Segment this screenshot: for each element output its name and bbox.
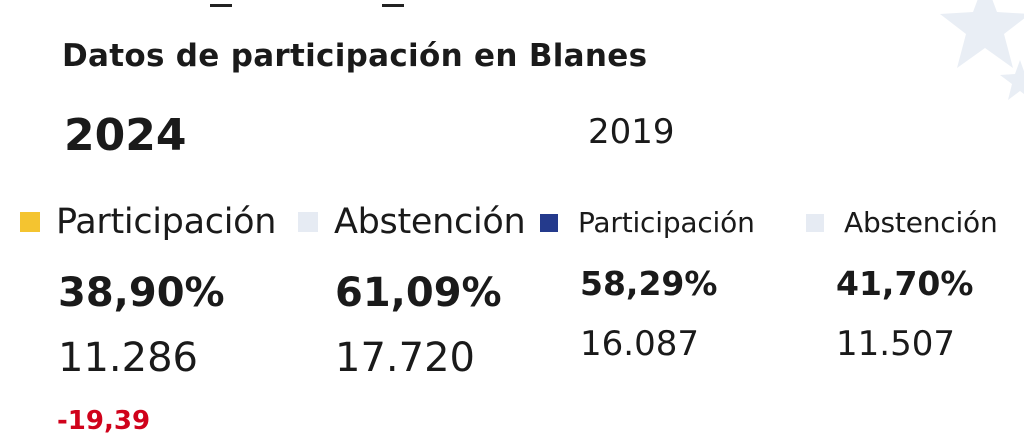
participation-swatch-2024 [20,212,40,232]
participation-percent-2019: 58,29% [580,264,718,303]
participation-swatch-2019 [540,213,558,232]
star-icon [1000,60,1024,100]
abstention-percent-2019: 41,70% [836,264,974,303]
year-current: 2024 [64,110,187,161]
participation-change: -19,39 [57,406,151,436]
participation-votes-2019: 16.087 [580,324,699,364]
page-title: Datos de participación en Blanes [62,38,648,74]
legend-label: Abstención [844,206,998,239]
legend-abstention-2024: Abstención [298,202,526,242]
abstention-swatch-2024 [298,212,318,232]
year-previous: 2019 [588,112,675,152]
cropped-header-fragment [210,0,404,7]
legend-participation-2024: Participación [20,202,276,242]
participation-percent-2024: 38,90% [58,270,225,316]
legend-label: Participación [56,202,277,242]
abstention-swatch-2019 [806,213,824,232]
abstention-percent-2024: 61,09% [335,270,502,316]
abstention-votes-2024: 17.720 [335,335,475,381]
legend-abstention-2019: Abstención [806,206,998,239]
legend-label: Abstención [334,202,526,242]
legend-label: Participación [578,206,755,239]
abstention-votes-2019: 11.507 [836,324,955,364]
star-icon [940,0,1024,68]
legend-participation-2019: Participación [540,206,755,239]
participation-votes-2024: 11.286 [58,335,198,381]
